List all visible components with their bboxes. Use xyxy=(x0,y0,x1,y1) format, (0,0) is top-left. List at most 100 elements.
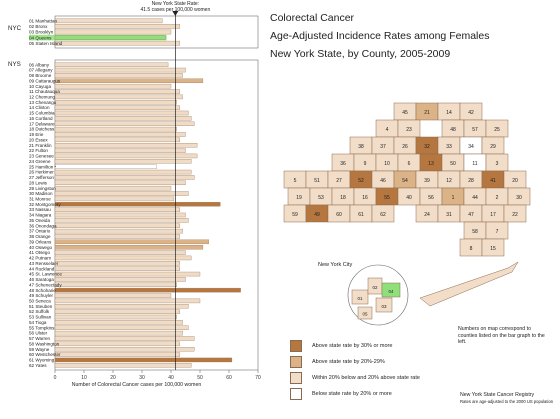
category-label: 47 Schenectady xyxy=(29,282,62,287)
category-label: 57 Warren xyxy=(29,336,51,341)
x-tick-label: 0 xyxy=(54,375,57,381)
county-number: 23 xyxy=(406,127,412,133)
county-number: 36 xyxy=(340,161,346,167)
county-number: 19 xyxy=(296,195,302,201)
county-shape xyxy=(481,238,505,257)
county-number: 56 xyxy=(428,195,434,201)
category-label: 09 Cattaraugus xyxy=(29,78,61,83)
county-bar-chart: 0 10 20 30 40 50 60 70 Number of Colorectal Canc… xyxy=(8,1,261,388)
nyc-inset-label: New York City xyxy=(318,262,353,268)
bar xyxy=(54,357,233,363)
bar xyxy=(54,330,183,336)
category-label: 08 Broome xyxy=(29,73,52,78)
bar xyxy=(54,250,186,255)
nyc-borough-number: 01 xyxy=(357,296,363,301)
legend-swatch xyxy=(290,356,302,368)
bar xyxy=(54,320,183,325)
legend-label: Within 20% below and 20% above state rat… xyxy=(312,375,420,381)
bar xyxy=(54,169,192,175)
category-label: 54 Tioga xyxy=(29,320,47,325)
bar xyxy=(54,73,183,78)
category-label: 21 Franklin xyxy=(29,143,52,148)
category-label: 06 Albany xyxy=(29,62,50,67)
x-tick-label: 60 xyxy=(226,375,232,381)
county-number: 8 xyxy=(470,246,473,252)
bar xyxy=(54,126,177,132)
category-label: 03 Brooklyn xyxy=(29,30,54,35)
bar xyxy=(54,148,186,153)
bar xyxy=(54,132,186,137)
category-label: 32 Montgomery xyxy=(29,202,61,207)
bar xyxy=(54,116,192,121)
category-label: 01 Manhattan xyxy=(29,18,58,23)
category-label: 53 Sullivan xyxy=(29,315,52,320)
category-label: 35 Oneida xyxy=(29,218,50,223)
county-number: 42 xyxy=(468,110,474,116)
category-label: 27 Jefferson xyxy=(29,175,54,180)
county-number: 2 xyxy=(496,195,499,201)
category-label: 60 Westchester xyxy=(29,352,61,357)
nyc-inset-frame xyxy=(347,264,409,326)
category-label: 33 Nassau xyxy=(29,207,51,212)
category-label: 19 Erie xyxy=(29,132,44,137)
category-label: 22 Fulton xyxy=(29,148,48,153)
county-number: 27 xyxy=(336,178,342,184)
legend-label: Below state rate by 20% or more xyxy=(312,391,392,397)
category-label: 59 Wayne xyxy=(29,347,50,352)
county-number: 14 xyxy=(446,110,452,116)
county-number: 16 xyxy=(362,195,368,201)
bar xyxy=(54,40,180,46)
category-label: 52 Suffolk xyxy=(29,309,50,314)
bar xyxy=(54,363,192,368)
source-line: New York State Cancer Registry xyxy=(460,392,535,398)
category-label: 41 Otsego xyxy=(29,250,50,255)
bar xyxy=(54,180,186,186)
bar xyxy=(54,175,195,180)
county-number: 10 xyxy=(384,161,390,167)
legend-swatch xyxy=(290,340,302,352)
county-number: 33 xyxy=(446,144,452,150)
nyc-borough-number: 03 xyxy=(381,304,387,309)
state-rate-marker xyxy=(172,11,179,16)
bar xyxy=(54,239,209,245)
county-number: 40 xyxy=(406,195,412,201)
county-number: 5 xyxy=(294,178,297,184)
long-island-shape xyxy=(419,261,519,307)
category-label: 18 Dutchess xyxy=(29,127,55,132)
legend-swatch xyxy=(290,372,302,384)
county-number: 28 xyxy=(468,178,474,184)
county-number: 15 xyxy=(490,246,496,252)
bar xyxy=(54,218,189,223)
category-label: 25 Hamilton * xyxy=(29,164,57,169)
category-label: 05 Staten Island xyxy=(29,41,63,46)
bar xyxy=(54,314,177,320)
category-label: 11 Chautauqua xyxy=(29,89,60,94)
x-tick-label: 40 xyxy=(168,375,174,381)
county-number: 1 xyxy=(452,195,455,201)
category-label: 13 Chenango xyxy=(29,100,57,105)
group-label-nys: NYS xyxy=(8,61,21,68)
x-axis-label: Number of Colorectal Cancer cases per 10… xyxy=(72,382,202,388)
bar xyxy=(54,261,180,266)
bar xyxy=(54,35,166,40)
bar xyxy=(54,282,177,288)
county-number: 53 xyxy=(318,195,324,201)
bar xyxy=(54,341,180,347)
bar xyxy=(54,153,198,159)
county-number: 61 xyxy=(358,212,364,218)
category-label: 61 Wyoming xyxy=(29,358,55,363)
x-tick-label: 30 xyxy=(139,375,145,381)
bar xyxy=(54,298,201,304)
bar xyxy=(54,105,180,110)
legend-item: Within 20% below and 20% above state rat… xyxy=(290,372,420,384)
map-note: Numbers on map correspond to counties li… xyxy=(458,326,545,346)
county-number: 6 xyxy=(408,161,411,167)
legend-item: Above state rate by 30% or more xyxy=(290,340,392,352)
county-number: 58 xyxy=(472,229,478,235)
legend-item: Below state rate by 20% or more xyxy=(290,388,392,400)
bar xyxy=(54,24,180,29)
category-label: 48 Schoharie xyxy=(29,288,56,293)
county-number: 48 xyxy=(450,127,456,133)
county-number: 20 xyxy=(512,178,518,184)
county-number: 26 xyxy=(402,144,408,150)
